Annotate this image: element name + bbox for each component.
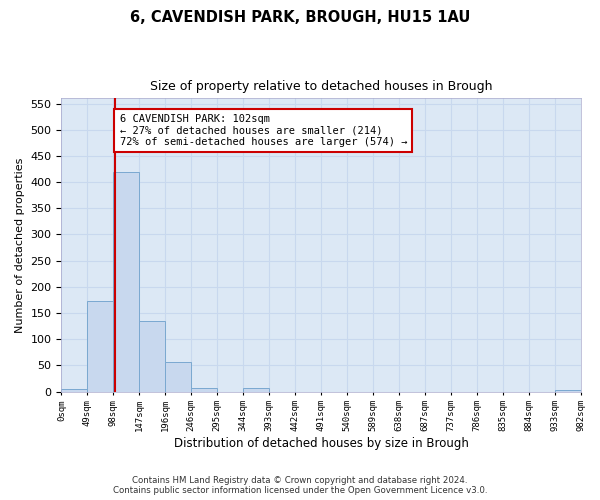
Y-axis label: Number of detached properties: Number of detached properties [15,158,25,332]
Text: 6, CAVENDISH PARK, BROUGH, HU15 1AU: 6, CAVENDISH PARK, BROUGH, HU15 1AU [130,10,470,25]
Title: Size of property relative to detached houses in Brough: Size of property relative to detached ho… [150,80,492,93]
Text: 6 CAVENDISH PARK: 102sqm
← 27% of detached houses are smaller (214)
72% of semi-: 6 CAVENDISH PARK: 102sqm ← 27% of detach… [119,114,407,147]
Bar [139,322,165,392]
Bar [554,390,581,392]
Bar [88,302,113,392]
Bar [165,362,191,392]
X-axis label: Distribution of detached houses by size in Brough: Distribution of detached houses by size … [173,437,469,450]
Bar [113,172,139,392]
Bar [191,388,217,392]
Bar [61,389,88,392]
Bar [243,388,269,392]
Text: Contains HM Land Registry data © Crown copyright and database right 2024.
Contai: Contains HM Land Registry data © Crown c… [113,476,487,495]
